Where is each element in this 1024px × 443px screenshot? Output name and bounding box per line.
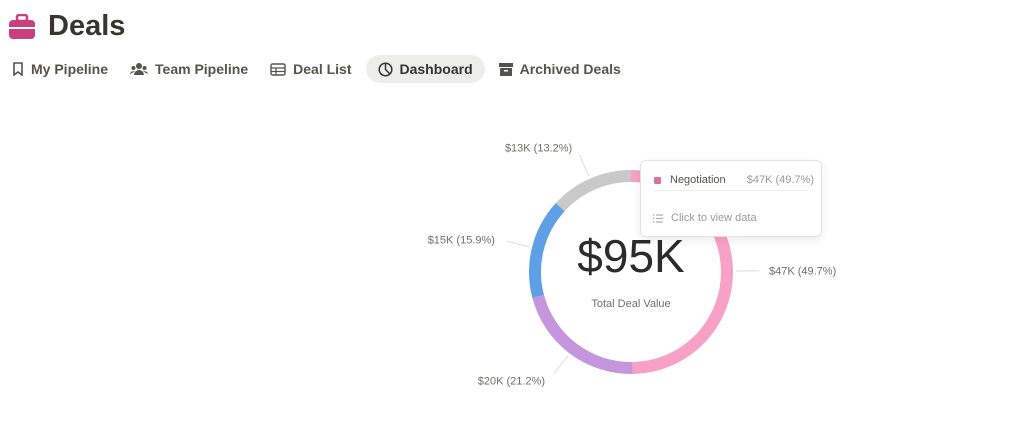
donut-segment [555,170,632,212]
tab[interactable]: My Pipeline [4,55,116,83]
archive-icon [498,62,513,76]
tab-bar: My Pipeline Team Pipeline Deal List Dash… [4,55,629,83]
tab-label[interactable]: Team Pipeline [155,61,249,77]
tab[interactable]: Team Pipeline [122,55,256,83]
data-label: $15K (15.9%) [428,234,495,246]
tooltip-value: $47K (49.7%) [746,174,814,186]
data-label: $20K (21.2%) [478,376,545,388]
center-label: Total Deal Value [591,298,670,310]
donut-segment [529,203,565,298]
tooltip-swatch [654,176,661,184]
tooltip-action[interactable]: Click to view data [671,212,757,224]
tooltip[interactable]: Negotiation $47K (49.7%) Click to view da… [640,160,822,237]
tab[interactable]: Deal List [262,55,359,83]
list-icon [653,213,663,223]
team-icon [130,63,149,75]
donut-segment [532,294,633,374]
tab-label[interactable]: Archived Deals [519,61,621,77]
center-value: $95K [577,230,685,282]
tab-label[interactable]: Deal List [293,61,352,77]
chart-icon [377,61,393,77]
data-label: $47K (49.7%) [769,266,836,278]
tab[interactable]: Archived Deals [491,55,629,83]
leader-line [506,240,530,248]
tab-active[interactable]: Dashboard [365,55,485,83]
bookmark-icon [13,62,23,76]
header: Deals [8,10,125,43]
tab-label[interactable]: Dashboard [399,61,473,77]
page-title: Deals [48,10,126,42]
data-label: $13K (13.2%) [505,143,572,155]
tooltip-category: Negotiation [670,174,726,186]
tab-label[interactable]: My Pipeline [31,61,109,77]
table-icon [270,62,286,76]
briefcase-icon [9,13,35,39]
leader-line [578,154,590,177]
leader-line [553,355,569,375]
tooltip-divider [653,190,809,191]
